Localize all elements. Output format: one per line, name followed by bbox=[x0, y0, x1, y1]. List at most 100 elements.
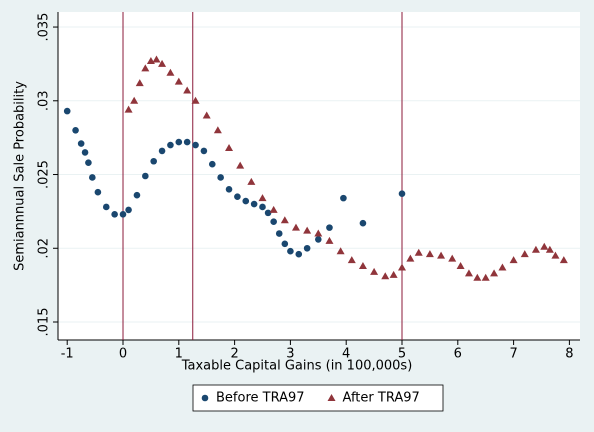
point bbox=[509, 256, 518, 264]
point bbox=[200, 147, 208, 155]
point bbox=[191, 96, 200, 104]
point bbox=[202, 111, 211, 119]
point bbox=[208, 160, 216, 168]
point bbox=[464, 269, 473, 277]
point bbox=[124, 105, 133, 113]
point bbox=[234, 193, 241, 200]
point bbox=[158, 59, 167, 67]
point bbox=[72, 126, 79, 134]
x-tick-label: 7 bbox=[509, 347, 517, 362]
point bbox=[192, 141, 199, 149]
point bbox=[130, 96, 139, 104]
point bbox=[381, 272, 390, 280]
y-tick-label: .035 bbox=[37, 13, 52, 42]
point bbox=[250, 200, 258, 208]
legend-box bbox=[192, 384, 444, 412]
point bbox=[141, 64, 150, 72]
point bbox=[498, 263, 507, 271]
point bbox=[551, 251, 560, 259]
point bbox=[167, 141, 174, 149]
point bbox=[183, 86, 192, 94]
point bbox=[456, 261, 465, 269]
point bbox=[275, 230, 283, 237]
point bbox=[119, 211, 127, 218]
legend-label: Before TRA97 bbox=[216, 391, 305, 406]
point bbox=[174, 77, 183, 85]
point bbox=[448, 254, 457, 262]
point bbox=[280, 216, 289, 224]
x-tick-label: 4 bbox=[342, 347, 350, 362]
x-tick-label: 1 bbox=[175, 347, 183, 362]
point bbox=[225, 185, 233, 193]
point bbox=[213, 126, 222, 134]
point bbox=[490, 269, 499, 277]
point bbox=[336, 247, 345, 255]
x-tick-label: -1 bbox=[61, 347, 74, 362]
point bbox=[303, 244, 311, 252]
point bbox=[398, 190, 406, 197]
point bbox=[236, 161, 245, 169]
point bbox=[559, 256, 568, 264]
point bbox=[258, 194, 267, 202]
point bbox=[217, 174, 224, 181]
point bbox=[175, 138, 183, 146]
x-tick-label: 2 bbox=[230, 347, 238, 362]
point bbox=[270, 218, 277, 226]
point bbox=[520, 250, 529, 258]
point bbox=[389, 270, 398, 278]
point bbox=[473, 273, 482, 281]
x-tick-label: 5 bbox=[398, 347, 406, 362]
point bbox=[269, 205, 278, 213]
point bbox=[94, 188, 102, 196]
point bbox=[398, 263, 407, 271]
point bbox=[281, 240, 289, 248]
point bbox=[111, 211, 118, 218]
point bbox=[531, 245, 540, 253]
y-tick-label: .02 bbox=[37, 238, 52, 259]
point bbox=[314, 229, 323, 237]
point bbox=[545, 245, 554, 253]
x-tick-label: 6 bbox=[454, 347, 462, 362]
point bbox=[370, 267, 379, 275]
point bbox=[414, 248, 423, 256]
point bbox=[481, 273, 490, 281]
point bbox=[259, 203, 266, 211]
plot-area bbox=[58, 12, 580, 340]
point bbox=[326, 224, 333, 231]
point bbox=[303, 226, 312, 234]
x-tick-label: 3 bbox=[286, 347, 294, 362]
y-tick-label: .025 bbox=[37, 160, 52, 189]
point bbox=[287, 247, 294, 255]
point bbox=[133, 191, 141, 199]
point bbox=[325, 236, 334, 244]
point bbox=[125, 206, 132, 214]
legend-label: After TRA97 bbox=[343, 391, 420, 406]
y-tick-label: .03 bbox=[37, 90, 52, 111]
y-tick-label: .015 bbox=[37, 308, 52, 337]
point bbox=[358, 261, 367, 269]
x-tick-label: 0 bbox=[119, 347, 127, 362]
point bbox=[225, 143, 234, 151]
point bbox=[295, 250, 303, 258]
point bbox=[340, 194, 347, 202]
point bbox=[63, 107, 71, 115]
point bbox=[291, 223, 300, 231]
point bbox=[150, 157, 157, 165]
point bbox=[89, 174, 96, 181]
point bbox=[347, 256, 356, 264]
point bbox=[406, 254, 415, 262]
point bbox=[264, 209, 272, 217]
point bbox=[142, 172, 149, 180]
x-axis-label: Taxable Capital Gains (in 100,000s) bbox=[181, 359, 413, 374]
point bbox=[85, 159, 92, 167]
point bbox=[315, 236, 322, 243]
point bbox=[359, 219, 367, 227]
point bbox=[77, 140, 85, 147]
point bbox=[247, 177, 256, 185]
point bbox=[166, 68, 175, 76]
legend-marker bbox=[201, 394, 209, 402]
point bbox=[183, 138, 191, 146]
y-axis-label: Semiannnual Sale Probability bbox=[13, 81, 28, 271]
point bbox=[158, 147, 166, 155]
point bbox=[425, 250, 434, 258]
